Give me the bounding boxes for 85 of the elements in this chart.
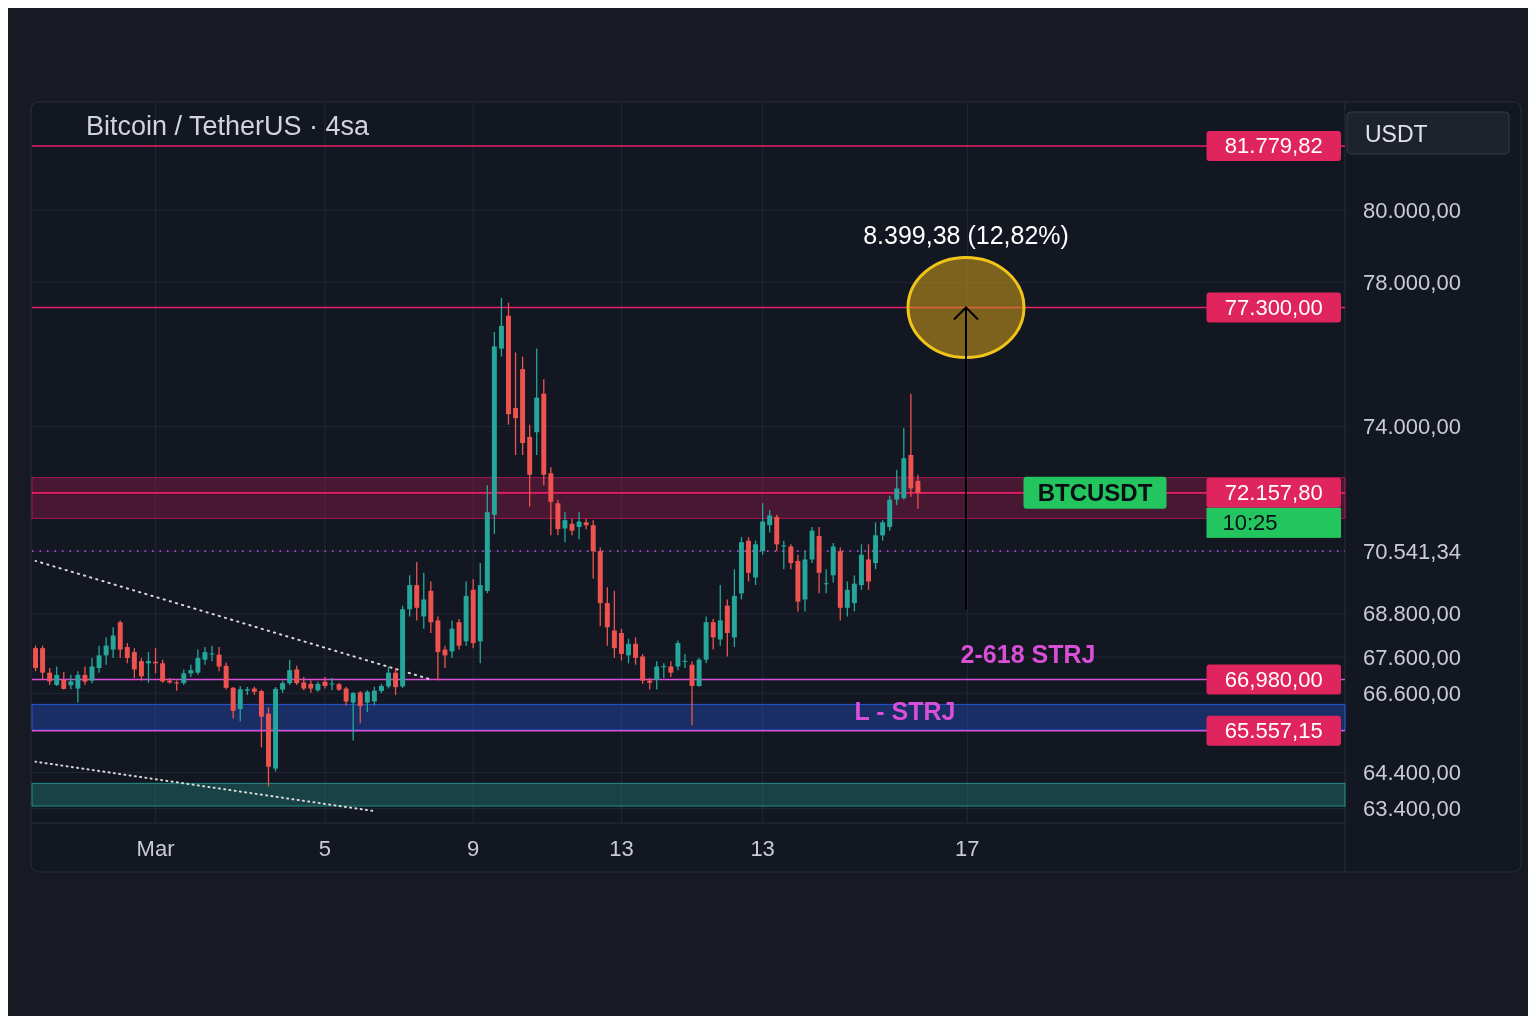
x-tick-label: 9 bbox=[467, 835, 480, 861]
candlestick bbox=[689, 660, 695, 726]
candlestick bbox=[294, 665, 300, 686]
x-tick-label: Mar bbox=[136, 835, 175, 861]
candlestick bbox=[160, 659, 166, 684]
candlestick bbox=[576, 511, 582, 540]
candlestick bbox=[414, 561, 420, 622]
candlestick bbox=[710, 618, 716, 651]
candlestick bbox=[371, 686, 377, 707]
candlestick bbox=[781, 540, 787, 570]
candlestick bbox=[393, 667, 399, 696]
candlestick bbox=[562, 511, 568, 543]
candlestick bbox=[513, 351, 519, 456]
ref-line-label: 72.157,80 bbox=[1224, 480, 1323, 506]
candlestick bbox=[421, 572, 427, 630]
candlestick bbox=[682, 653, 688, 669]
chart-title: Bitcoin / TetherUS · 4sa bbox=[86, 111, 371, 141]
candlestick bbox=[880, 519, 886, 542]
ref-line-label: 77.300,00 bbox=[1224, 294, 1323, 320]
candlestick bbox=[138, 657, 144, 682]
candlestick bbox=[386, 665, 391, 690]
candlestick bbox=[237, 685, 243, 722]
y-tick-label: 63.400,00 bbox=[1363, 796, 1461, 822]
candlestick bbox=[216, 646, 222, 672]
candlestick bbox=[350, 691, 356, 742]
candlestick bbox=[611, 590, 617, 659]
candlestick bbox=[322, 676, 328, 690]
candlestick bbox=[851, 574, 857, 613]
candlestick bbox=[124, 642, 130, 664]
y-tick-label: 78.000,00 bbox=[1363, 269, 1461, 295]
y-tick-label: 66.600,00 bbox=[1363, 680, 1461, 706]
candlestick bbox=[195, 648, 201, 676]
annotation: 10:25 bbox=[1222, 510, 1278, 536]
candlestick bbox=[844, 580, 850, 618]
candlestick bbox=[894, 469, 900, 506]
annotation: 8.399,38 (12,82%) bbox=[863, 221, 1069, 250]
candlestick bbox=[675, 639, 681, 671]
candlestick bbox=[668, 660, 674, 678]
candlestick bbox=[82, 665, 88, 686]
annotation: BTCUSDT bbox=[1037, 479, 1153, 507]
candlestick bbox=[54, 665, 60, 687]
symbol-tag: BTCUSDT bbox=[1023, 476, 1167, 509]
ref-line-label: 66,980,00 bbox=[1224, 667, 1323, 693]
candlestick bbox=[456, 618, 462, 651]
x-tick-label: 5 bbox=[318, 835, 332, 861]
y-tick-label: 67.600,00 bbox=[1363, 644, 1461, 670]
candlestick bbox=[357, 690, 363, 724]
y-tick-label: 80.000,00 bbox=[1363, 197, 1461, 223]
candlestick bbox=[287, 659, 293, 686]
y-axis-title: USDT bbox=[1365, 121, 1428, 147]
candlestick bbox=[583, 518, 589, 530]
candlestick bbox=[618, 628, 624, 662]
candlestick bbox=[33, 644, 38, 672]
annotation: L - STRJ bbox=[854, 696, 956, 725]
annotation: 2-618 STRJ bbox=[960, 639, 1096, 668]
ref-line-label: 65.557,15 bbox=[1224, 718, 1323, 744]
candlestick bbox=[103, 636, 109, 666]
y-tick-label: 74.000,00 bbox=[1363, 413, 1461, 439]
candlestick bbox=[131, 647, 137, 679]
candlestick bbox=[915, 474, 921, 510]
candlestick bbox=[146, 651, 151, 684]
candlestick bbox=[96, 644, 102, 674]
candlestick bbox=[223, 661, 229, 691]
candlestick bbox=[633, 636, 639, 666]
candlestick bbox=[110, 626, 116, 659]
x-tick-label: 17 bbox=[955, 835, 980, 861]
candlestick bbox=[343, 686, 349, 707]
candlestick bbox=[788, 543, 794, 570]
countdown-tag: 10:25 bbox=[1206, 507, 1341, 538]
ref-line-label: 81.779,82 bbox=[1224, 133, 1323, 159]
candlestick bbox=[75, 670, 81, 704]
candlestick bbox=[498, 297, 504, 358]
candlestick bbox=[717, 584, 723, 647]
candlestick bbox=[230, 686, 236, 720]
candlestick bbox=[866, 543, 871, 591]
y-tick-label: 68.800,00 bbox=[1363, 601, 1461, 627]
x-tick-label: 13 bbox=[750, 835, 775, 861]
candlestick bbox=[767, 509, 773, 534]
candlestick bbox=[626, 638, 631, 664]
y-tick-label: 64.400,00 bbox=[1363, 760, 1461, 786]
y-tick-label: 70.541,34 bbox=[1363, 538, 1461, 564]
candlestick bbox=[823, 568, 829, 595]
candlestick bbox=[364, 689, 370, 713]
x-tick-label: 13 bbox=[609, 835, 634, 861]
candlestick bbox=[654, 660, 660, 691]
